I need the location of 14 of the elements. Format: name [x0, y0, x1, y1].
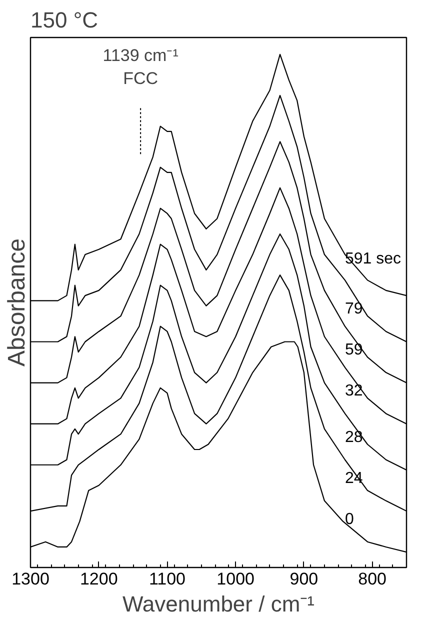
x-tick-label: 1200	[80, 570, 118, 588]
ref-line-label: 1139 cm⁻¹ FCC	[102, 46, 179, 88]
x-tick-label: 900	[290, 570, 318, 588]
series-label: 59	[344, 342, 363, 359]
series-label: 32	[344, 382, 363, 400]
chart-title: 150 °C	[30, 8, 98, 32]
x-tick-label: 800	[358, 570, 387, 588]
x-tick-label: 1300	[12, 570, 50, 588]
x-axis-title: Wavenumber / cm⁻¹	[122, 592, 315, 616]
x-tick-label: 1000	[216, 570, 255, 588]
series-label: 28	[344, 428, 363, 446]
series-label: 0	[344, 510, 354, 528]
x-tick-label: 1100	[148, 570, 186, 588]
y-axis-title: Absorbance	[4, 238, 30, 367]
